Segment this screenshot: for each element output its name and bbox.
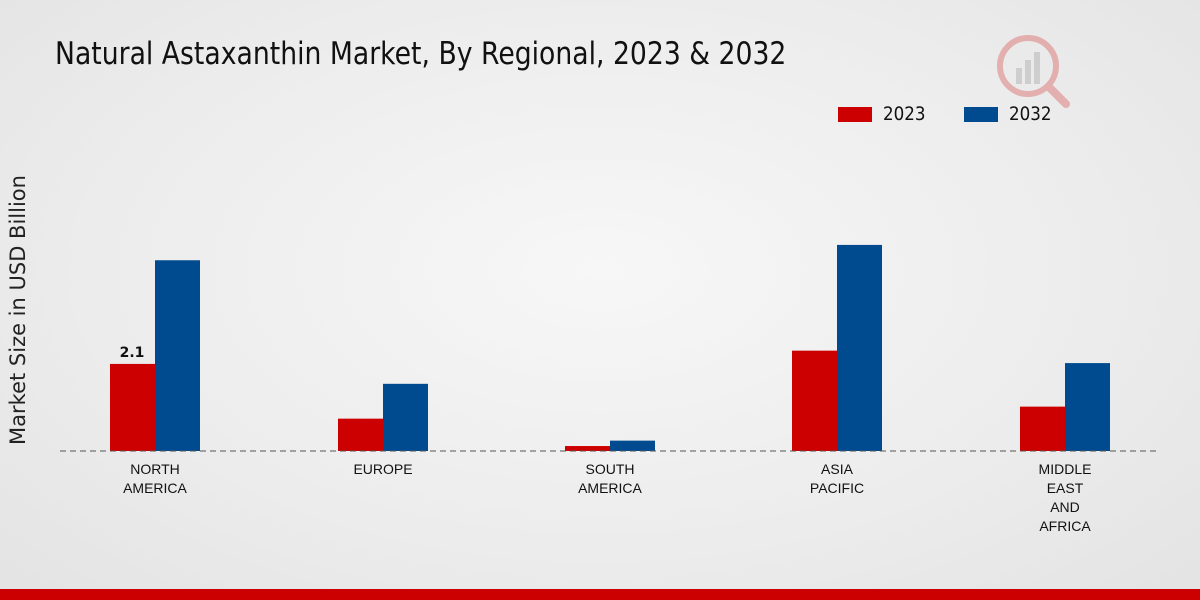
bar-2032-4 (1065, 363, 1110, 451)
legend-item-2023: 2023 (838, 103, 931, 125)
legend-swatch-2023 (838, 106, 872, 122)
x-tick-label-1: EUROPE (353, 461, 412, 477)
bar-2023-2 (565, 446, 610, 451)
x-tick-label-3: ASIA PACIFIC (810, 461, 864, 496)
x-tick-label-2: SOUTH AMERICA (578, 461, 642, 496)
bottom-accent-bar (0, 589, 1200, 600)
watermark-logo-icon (997, 35, 1070, 108)
bar-2023-1 (338, 418, 383, 451)
bar-2032-0 (155, 260, 200, 451)
x-tick-label-4: MIDDLE EAST AND AFRICA (1039, 461, 1092, 534)
bar-2023-4 (1020, 406, 1065, 451)
legend-item-2032: 2032 (964, 103, 1057, 125)
bar-2023-3 (792, 350, 837, 451)
bar-2032-1 (383, 383, 428, 451)
legend-swatch-2032 (964, 106, 999, 122)
x-tick-label-0: NORTH AMERICA (123, 461, 187, 496)
legend-label-2023: 2023 (883, 103, 926, 125)
bar-2032-2 (610, 440, 655, 451)
legend-label-2032: 2032 (1009, 103, 1052, 125)
bar-2023-0 (110, 363, 155, 451)
legend: 2023 2032 (838, 103, 1091, 125)
bar-2032-3 (837, 244, 882, 451)
chart-title: Natural Astaxanthin Market, By Regional,… (55, 36, 787, 72)
data-label-2023-0: 2.1 (120, 345, 145, 361)
